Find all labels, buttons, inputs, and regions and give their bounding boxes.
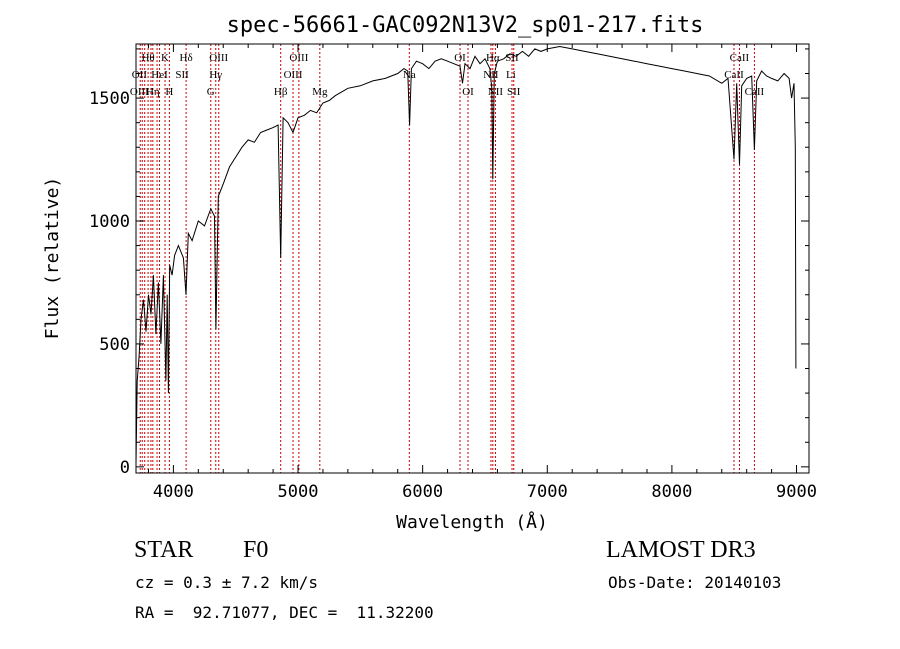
line-label: Hα — [486, 52, 500, 64]
line-label: Hθ — [141, 52, 154, 64]
line-label: OI — [462, 86, 474, 98]
spectral-line-markers — [139, 44, 755, 473]
y-axis-ticks: 0 500 1000 1500 — [89, 48, 809, 478]
x-axis-label: Wavelength (Å) — [396, 511, 548, 533]
line-label: K — [161, 52, 169, 64]
line-label: Mg — [312, 86, 328, 98]
line-label: SII — [507, 86, 521, 98]
line-label: NII — [488, 86, 504, 98]
redshift-cz: cz = 0.3 ± 7.2 km/s — [135, 573, 319, 592]
y-tick-label: 0 — [120, 458, 130, 478]
x-tick-label: 6000 — [402, 482, 443, 502]
line-label: CaII — [724, 69, 744, 81]
x-tick-label: 7000 — [527, 482, 568, 502]
y-tick-label: 1500 — [89, 89, 130, 109]
line-label: OIII — [130, 86, 149, 98]
plot-frame — [135, 43, 810, 474]
line-label: OIII — [284, 69, 303, 81]
obs-date: Obs-Date: 20140103 — [608, 573, 782, 592]
y-axis-label: Flux (relative) — [42, 177, 63, 340]
line-label: CaII — [730, 52, 750, 64]
spectral-line-labels: Hθ K Hδ OIII OIII OI Hα SII CaII OII HeI SII Hγ OIII N… — [130, 52, 765, 98]
x-tick-label: 9000 — [776, 482, 817, 502]
survey-name: LAMOST DR3 — [606, 537, 756, 563]
line-label: OIII — [289, 52, 308, 64]
x-tick-label: 8000 — [651, 482, 692, 502]
line-label: OII — [132, 69, 148, 81]
y-tick-label: 1000 — [89, 212, 130, 232]
ra-dec-coordinates: RA = 92.71077, DEC = 11.32200 — [135, 603, 434, 622]
line-label: OIII — [209, 52, 228, 64]
object-class: STAR — [134, 537, 194, 563]
line-label: CaII — [745, 86, 765, 98]
x-axis-ticks: 4000 5000 6000 7000 8000 9000 — [147, 44, 817, 502]
line-label: Hη — [146, 86, 160, 98]
chart-title: spec-56661-GAC092N13V2_sp01-217.fits — [227, 13, 704, 38]
line-label: Li — [506, 69, 516, 81]
x-tick-label: 4000 — [153, 482, 194, 502]
line-label: Na — [403, 69, 416, 81]
line-label: OI — [454, 52, 466, 64]
line-label: H — [165, 86, 173, 98]
line-label: Hγ — [209, 69, 222, 81]
line-label: G — [207, 86, 215, 98]
line-label: SII — [505, 52, 519, 64]
object-subclass: F0 — [243, 537, 269, 563]
line-label: SII — [175, 69, 189, 81]
x-tick-label: 5000 — [278, 482, 319, 502]
line-label: HeI — [151, 69, 168, 81]
line-label: Hδ — [180, 52, 193, 64]
line-label: Hβ — [274, 86, 288, 98]
spectrum-line — [135, 45, 797, 465]
y-tick-label: 500 — [99, 335, 130, 355]
